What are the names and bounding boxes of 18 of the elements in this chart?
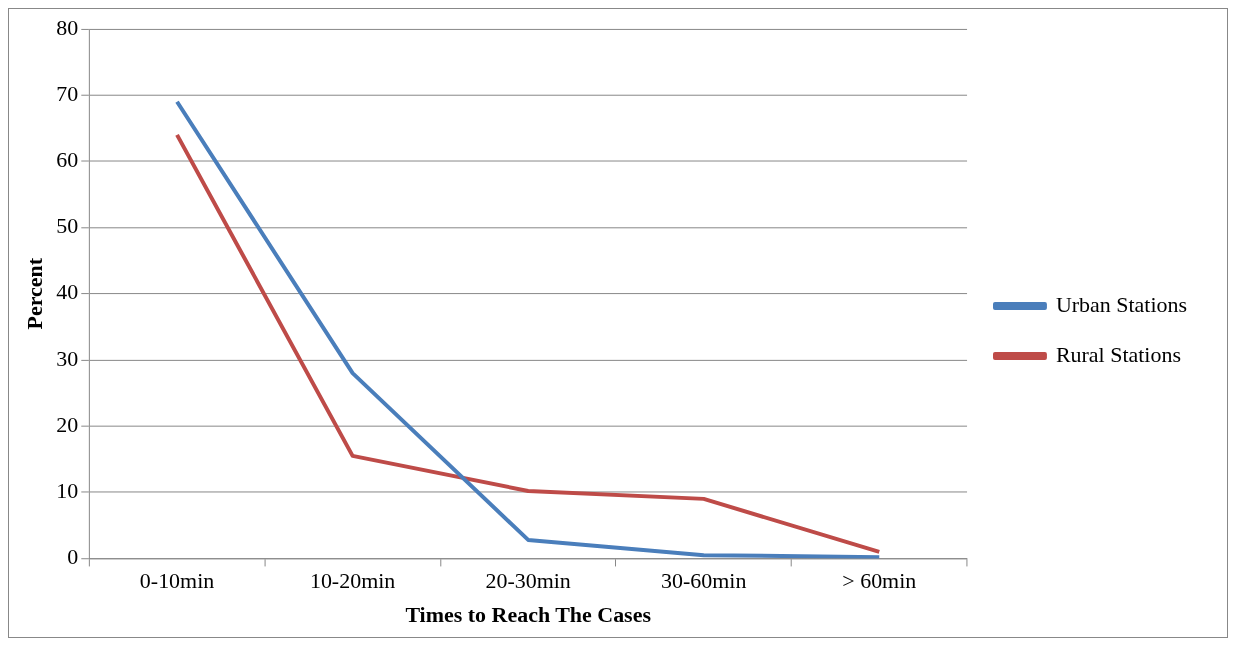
y-tick-label: 0: [67, 544, 79, 570]
y-tick-label: 80: [56, 14, 79, 40]
x-tick-label: 0-10min: [139, 568, 215, 594]
y-tick-label: 60: [56, 147, 79, 173]
x-axis-title: Times to Reach The Cases: [405, 601, 651, 627]
x-tick-label: 10-20min: [309, 568, 396, 594]
y-tick-label: 30: [56, 345, 79, 371]
y-tick-label: 10: [56, 478, 79, 504]
y-axis-title: Percent: [21, 257, 47, 330]
x-tick-label: 30-60min: [661, 568, 747, 594]
legend-label: Rural Stations: [1055, 341, 1181, 367]
y-tick-label: 50: [56, 213, 79, 239]
legend-label: Urban Stations: [1055, 291, 1188, 317]
y-tick-label: 20: [56, 411, 79, 437]
y-tick-label: 70: [56, 80, 79, 106]
y-tick-label: 40: [56, 279, 79, 305]
x-tick-label: 20-30min: [485, 568, 571, 594]
x-tick-label: > 60min: [842, 568, 917, 594]
